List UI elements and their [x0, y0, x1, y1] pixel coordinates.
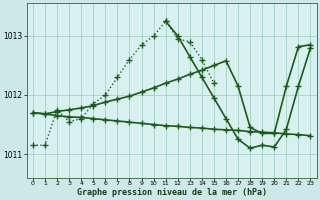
X-axis label: Graphe pression niveau de la mer (hPa): Graphe pression niveau de la mer (hPa): [77, 188, 267, 197]
